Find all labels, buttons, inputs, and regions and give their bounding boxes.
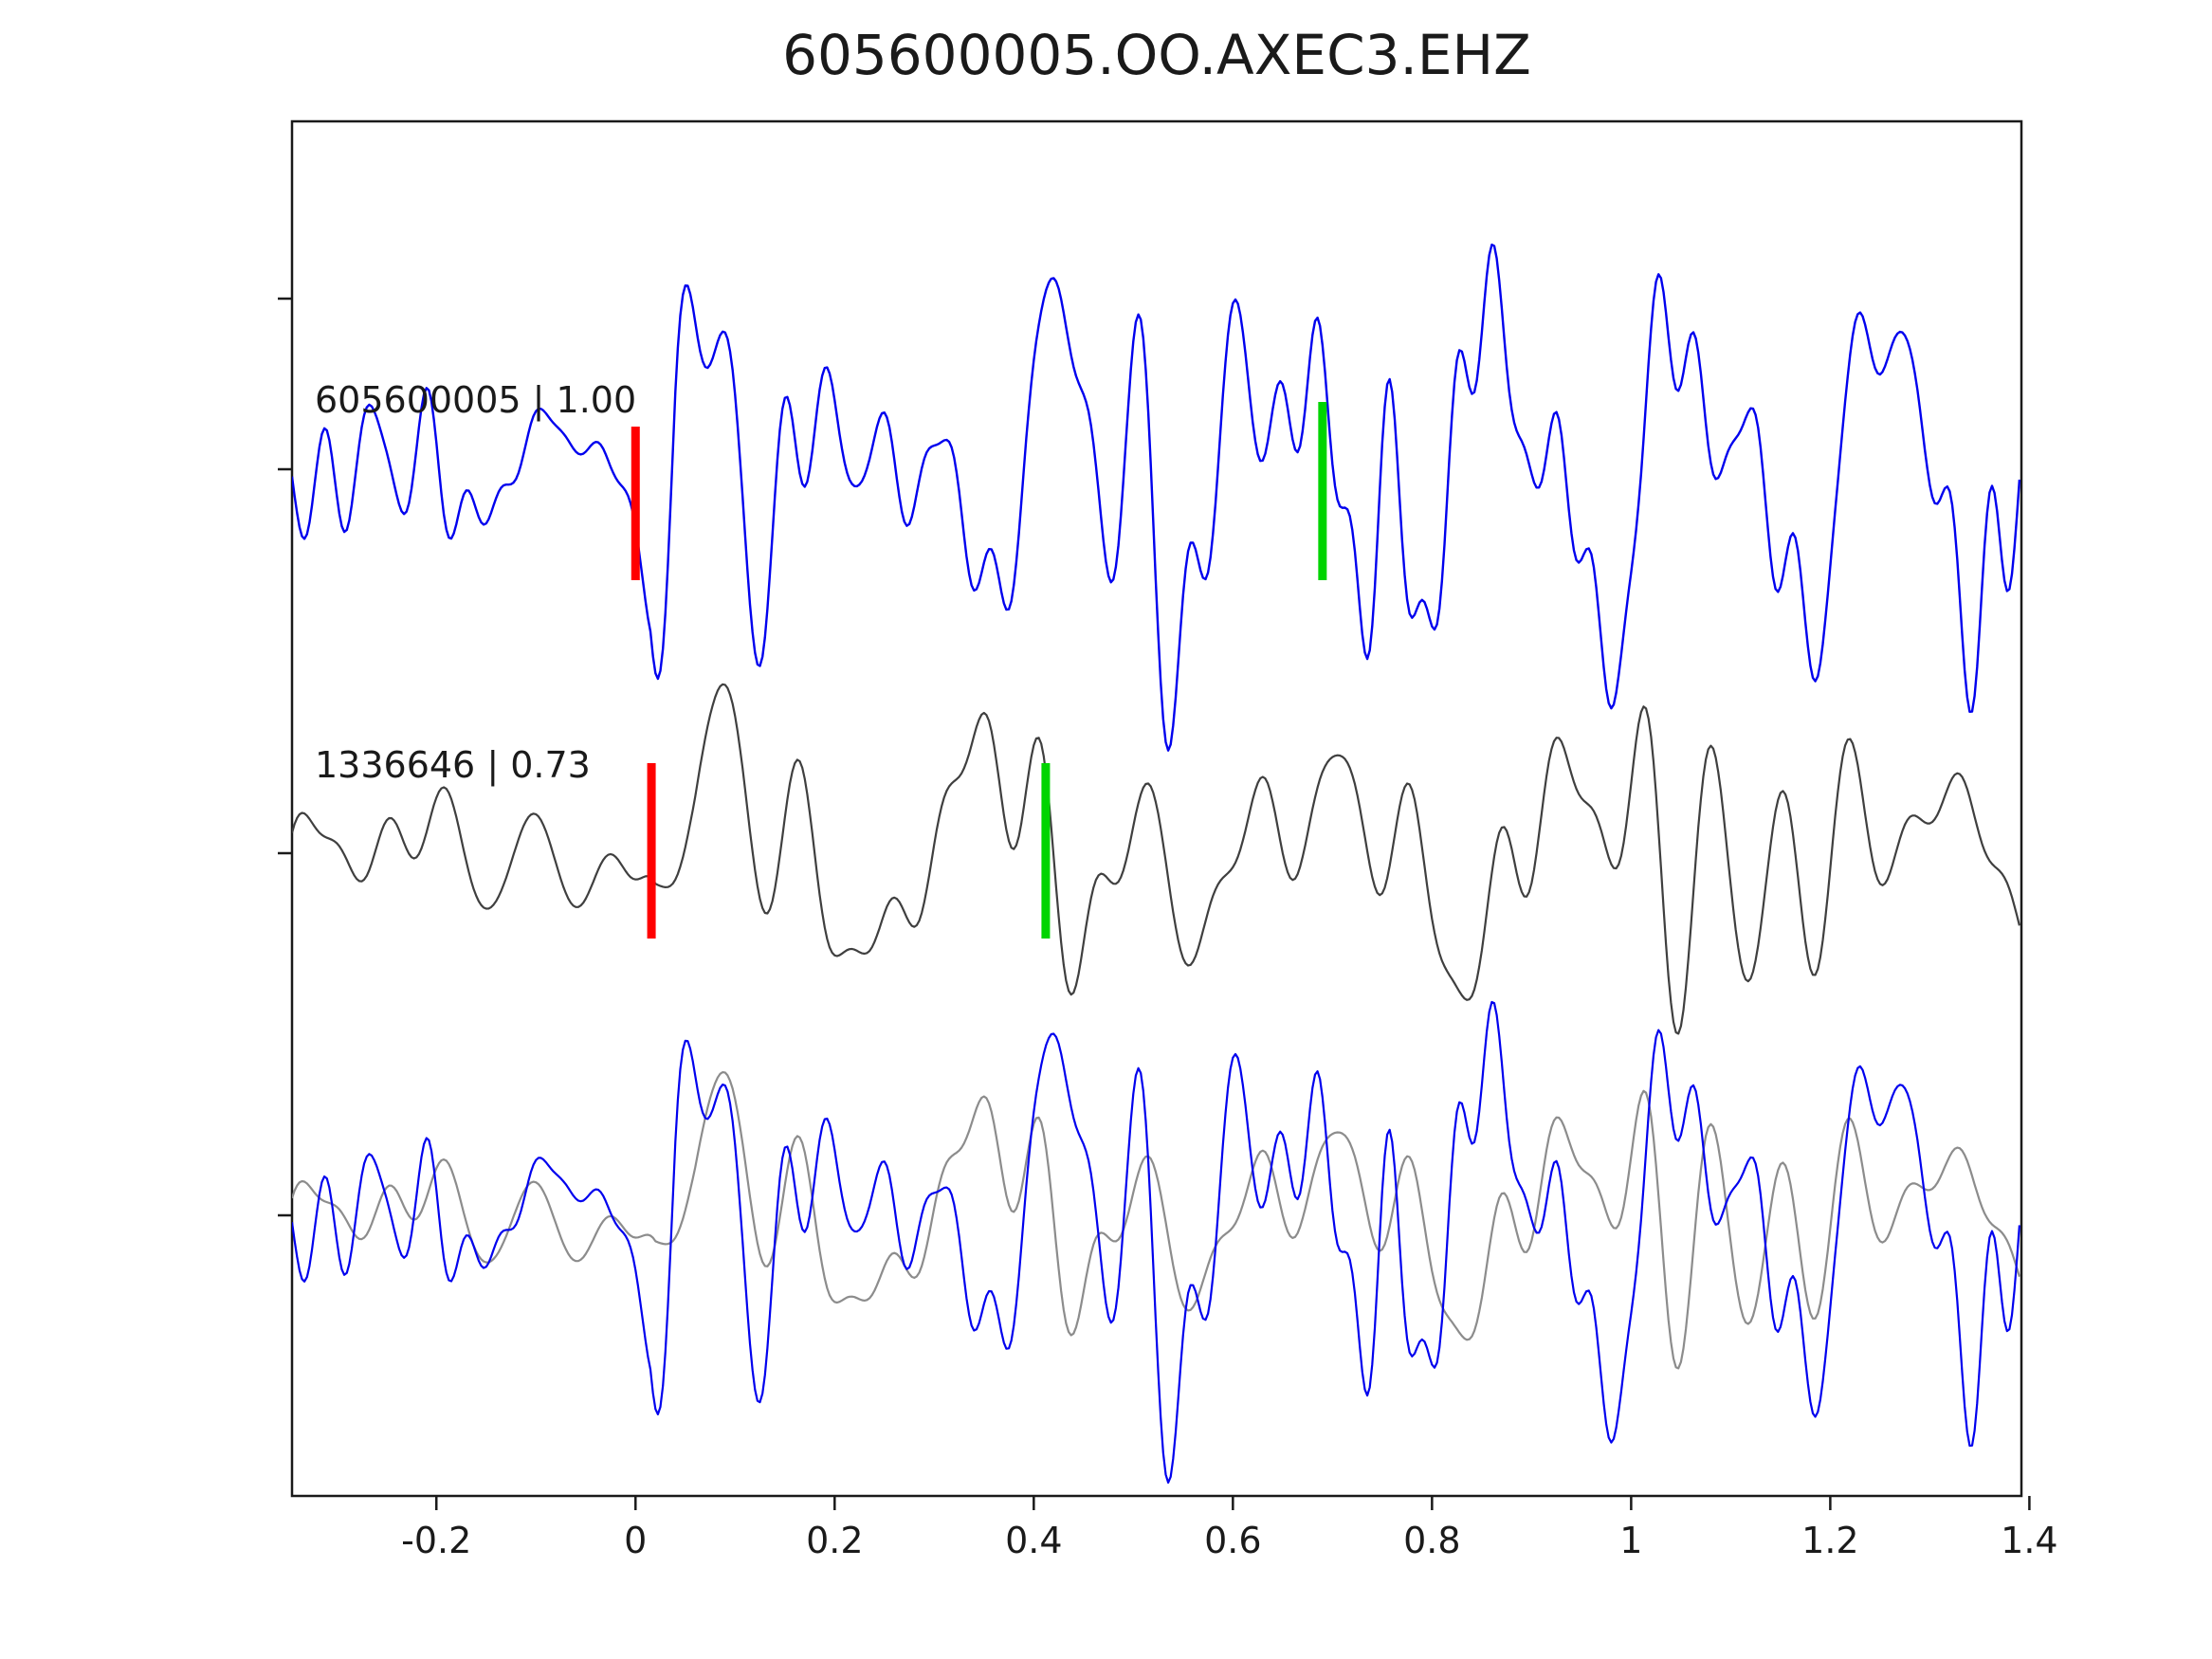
trace-overlay-template — [292, 1070, 2020, 1370]
x-tick-label: 0.2 — [806, 1520, 863, 1561]
y-axis-ticks — [278, 297, 292, 1217]
x-tick-label: 1.4 — [2001, 1520, 2057, 1561]
trace-labels: 605600005 | 1.00 1336646 | 0.73 — [315, 379, 636, 787]
x-tick-label: 0.6 — [1204, 1520, 1261, 1561]
x-tick-label: 0 — [624, 1520, 647, 1561]
x-tick-label: -0.2 — [401, 1520, 471, 1561]
x-tick-label: 1.2 — [1801, 1520, 1858, 1561]
trace-label-template: 1336646 | 0.73 — [315, 744, 591, 787]
trace-template — [292, 683, 2020, 1035]
trace-lines — [292, 243, 2021, 1484]
axes-box — [290, 119, 2023, 1498]
x-tick-label: 1 — [1619, 1520, 1642, 1561]
trace-detection — [292, 243, 2021, 752]
x-tick-label: 0.8 — [1403, 1520, 1460, 1561]
x-tick-label: 0.4 — [1005, 1520, 1062, 1561]
chart-title: 605600005.OO.AXEC3.EHZ — [782, 23, 1531, 87]
x-axis-ticks: -0.2 0 0.2 0.4 0.6 0.8 1 1.2 1.4 — [401, 1496, 2058, 1561]
pick-markers — [631, 402, 1327, 939]
trace-label-detection: 605600005 | 1.00 — [315, 379, 636, 422]
trace-overlay-detection — [292, 1000, 2020, 1484]
